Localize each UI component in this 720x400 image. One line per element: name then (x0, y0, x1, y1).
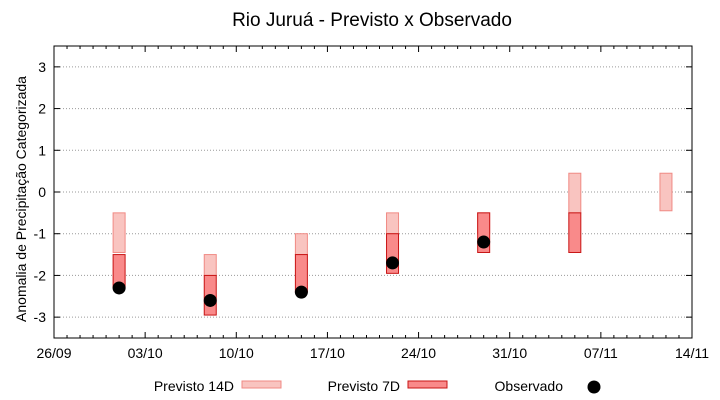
x-tick-label: 17/10 (310, 345, 345, 361)
point-observado (203, 293, 217, 307)
y-tick-label: 2 (38, 101, 46, 117)
axes: 3 2 1 0 -1 -2 -3 26/09 03/10 10/10 17/10 24/10 31/10… (34, 46, 709, 361)
series-observado (112, 235, 491, 307)
legend-swatch (407, 380, 448, 389)
x-tick-label: 31/10 (492, 345, 527, 361)
x-tick-label: 24/10 (401, 345, 436, 361)
y-tick-label: -2 (34, 267, 47, 283)
y-tick-label: 1 (38, 142, 46, 158)
x-tick-label: 07/11 (584, 345, 618, 361)
y-tick-label: 3 (38, 59, 46, 75)
y-tick-label: -1 (34, 226, 47, 242)
x-tick-label: 03/10 (128, 345, 163, 361)
bar-previsto-14d (112, 212, 126, 253)
bar-previsto-14d (568, 172, 582, 214)
y-tick-label: -3 (34, 309, 47, 325)
bar-previsto-14d (203, 254, 217, 276)
bar-previsto-7d (568, 212, 582, 253)
legend-label: Observado (495, 378, 564, 394)
legend: Previsto 14D Previsto 7D Observado (154, 378, 601, 394)
x-tick-label: 10/10 (219, 345, 254, 361)
x-tick-label: 14/11 (675, 345, 709, 361)
legend-marker (587, 380, 601, 394)
gridlines (54, 66, 692, 318)
bar-previsto-14d (386, 212, 400, 235)
legend-label: Previsto 7D (328, 378, 400, 394)
legend-label: Previsto 14D (154, 378, 234, 394)
point-observado (112, 281, 126, 295)
x-tick-label: 26/09 (36, 345, 71, 361)
series-previsto-7d (112, 212, 582, 316)
point-observado (386, 256, 400, 270)
bar-previsto-14d (294, 233, 308, 256)
legend-swatch (241, 380, 282, 389)
y-tick-label: 0 (38, 184, 46, 200)
point-observado (477, 235, 491, 249)
point-observado (294, 285, 308, 299)
bar-previsto-14d (659, 172, 673, 212)
y-axis-label: Anomalia de Precipitação Categorizada (13, 76, 29, 322)
chart-title: Rio Juruá - Previsto x Observado (232, 10, 512, 31)
